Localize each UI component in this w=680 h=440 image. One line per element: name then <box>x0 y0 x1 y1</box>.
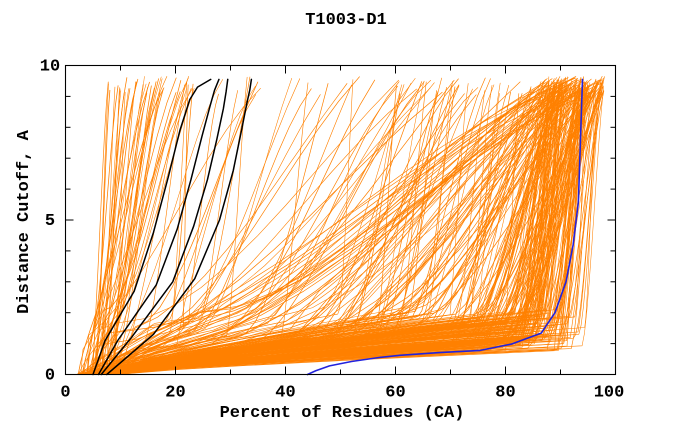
svg-text:10: 10 <box>40 58 60 77</box>
svg-text:80: 80 <box>495 384 515 403</box>
svg-text:0: 0 <box>45 367 55 386</box>
svg-text:0: 0 <box>60 384 70 403</box>
svg-text:100: 100 <box>594 384 625 403</box>
svg-text:40: 40 <box>275 384 295 403</box>
svg-text:20: 20 <box>165 384 185 403</box>
svg-text:Distance Cutoff, A: Distance Cutoff, A <box>15 129 34 313</box>
svg-text:T1003-D1: T1003-D1 <box>305 11 387 30</box>
svg-text:5: 5 <box>45 212 55 231</box>
svg-text:60: 60 <box>385 384 405 403</box>
svg-text:Percent of Residues (CA): Percent of Residues (CA) <box>220 404 465 423</box>
